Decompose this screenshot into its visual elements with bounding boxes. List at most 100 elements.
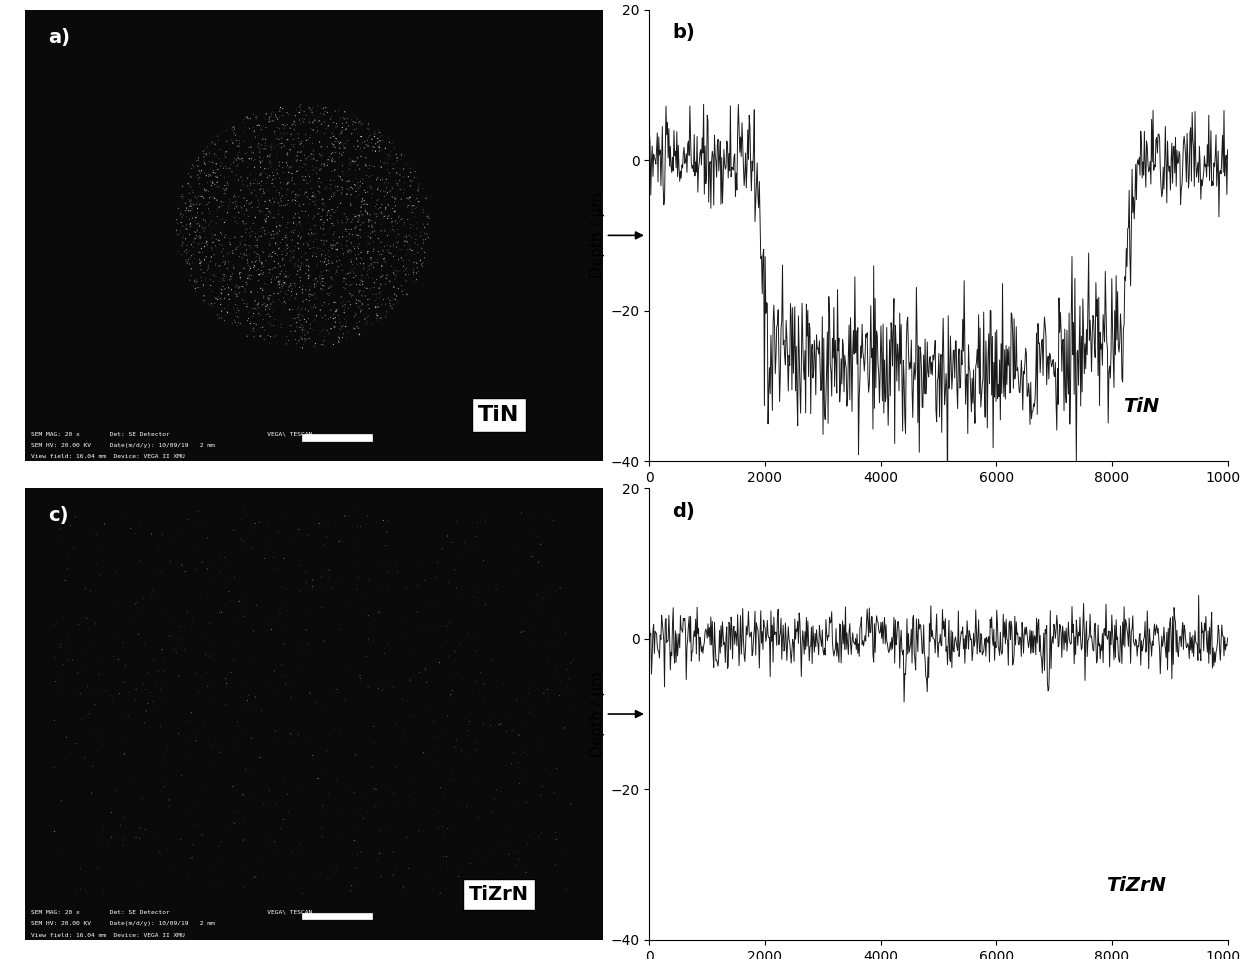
Point [187, 221, 207, 236]
Point [181, 219, 201, 234]
Point [222, 316, 242, 331]
Point [176, 256, 196, 271]
Point [352, 175, 372, 191]
Point [217, 181, 237, 197]
Point [222, 814, 242, 830]
Point [151, 602, 171, 618]
Point [192, 205, 212, 221]
Point [258, 149, 278, 164]
Point [314, 264, 334, 279]
Point [284, 176, 304, 192]
Point [226, 634, 246, 649]
Point [285, 118, 305, 133]
Point [246, 254, 265, 269]
Point [402, 188, 422, 203]
Point [321, 302, 341, 317]
Point [222, 571, 242, 586]
Point [113, 832, 133, 848]
Point [515, 690, 534, 705]
Point [213, 181, 233, 197]
Point [201, 178, 221, 194]
Point [330, 321, 350, 337]
Point [290, 137, 310, 152]
Point [60, 646, 79, 662]
Point [407, 255, 427, 270]
Point [335, 223, 355, 239]
Point [136, 578, 156, 594]
Point [246, 111, 265, 127]
Point [202, 295, 222, 311]
Point [362, 135, 382, 151]
Point [361, 225, 381, 241]
Point [93, 737, 113, 752]
Point [277, 217, 296, 232]
Point [393, 284, 413, 299]
Point [273, 165, 293, 180]
Point [167, 525, 187, 540]
Point [180, 256, 200, 271]
Point [289, 333, 309, 348]
Point [265, 732, 285, 747]
Point [241, 167, 260, 182]
Point [397, 580, 417, 596]
Point [340, 226, 360, 242]
Point [467, 515, 487, 530]
Point [379, 245, 399, 260]
Point [186, 272, 206, 288]
Point [319, 149, 339, 164]
Point [405, 776, 425, 791]
Point [216, 560, 236, 575]
Point [192, 189, 212, 204]
Point [215, 230, 234, 246]
Point [305, 208, 325, 223]
Point [254, 176, 274, 192]
Point [175, 642, 195, 657]
Point [358, 308, 378, 323]
Point [489, 881, 508, 897]
Point [135, 682, 155, 697]
Point [179, 244, 198, 259]
Point [299, 311, 319, 326]
Point [291, 143, 311, 158]
Point [279, 292, 299, 308]
Point [289, 522, 309, 537]
Point [234, 859, 254, 875]
Point [306, 308, 326, 323]
Point [402, 174, 422, 189]
Text: TiZrN: TiZrN [469, 885, 529, 903]
Point [317, 298, 337, 314]
Point [308, 273, 327, 289]
Point [355, 183, 374, 199]
Point [239, 151, 259, 166]
Point [296, 258, 316, 273]
Point [167, 216, 187, 231]
Point [343, 207, 363, 222]
Point [520, 507, 539, 523]
Point [339, 156, 358, 172]
Point [237, 242, 257, 257]
Point [192, 694, 212, 710]
Point [299, 261, 319, 276]
Point [294, 155, 314, 171]
Point [190, 163, 210, 178]
Point [383, 248, 403, 264]
Point [246, 210, 265, 225]
Point [327, 682, 347, 697]
Point [172, 187, 192, 202]
Point [345, 241, 365, 256]
Point [234, 133, 254, 149]
Point [236, 284, 255, 299]
Point [322, 208, 342, 223]
Point [407, 227, 427, 243]
Point [412, 257, 432, 272]
Point [172, 230, 192, 246]
Point [250, 141, 270, 156]
Point [217, 305, 237, 320]
Point [322, 216, 342, 231]
Point [125, 596, 145, 612]
Point [374, 222, 394, 237]
Point [296, 564, 316, 579]
Point [320, 239, 340, 254]
Point [243, 153, 263, 169]
Point [228, 157, 248, 173]
